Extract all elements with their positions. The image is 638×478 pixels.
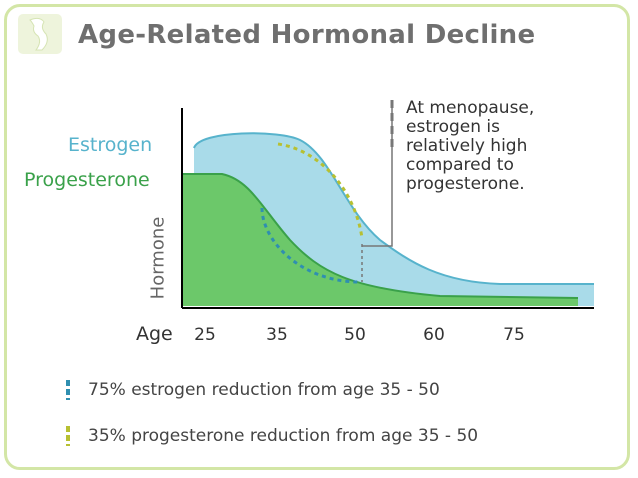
progesterone-area <box>182 174 578 306</box>
progesterone-reduction-marker <box>277 142 364 239</box>
legend-item-estrogen-reduction: 75% estrogen reduction from age 35 - 50 <box>66 380 440 400</box>
legend-item-progesterone-reduction: 35% progesterone reduction from age 35 -… <box>66 426 478 446</box>
estrogen-series-label: Estrogen <box>68 134 153 156</box>
legend-label: 35% progesterone reduction from age 35 -… <box>88 426 479 446</box>
annotation-line: progesterone. <box>406 174 525 194</box>
annotation-line: relatively high <box>406 136 528 156</box>
menopause-annotation: At menopause, estrogen is relatively hig… <box>406 99 606 194</box>
progesterone-reduction-legend-marker <box>66 426 70 446</box>
estrogen-reduction-marker <box>260 207 361 284</box>
estrogen-line <box>193 132 594 285</box>
annotation-line: compared to <box>406 155 514 175</box>
y-axis-label: Hormone <box>147 216 169 300</box>
menopause-connector <box>362 100 393 247</box>
annotation-line: estrogen is <box>406 117 501 137</box>
x-tick-label: 60 <box>423 325 445 345</box>
annotation-line: At menopause, <box>406 98 535 118</box>
progesterone-series-label: Progesterone <box>24 169 150 191</box>
progesterone-line <box>182 173 579 299</box>
silhouette-logo-icon <box>18 14 62 54</box>
estrogen-reduction-legend-marker <box>66 380 70 400</box>
chart-title: Age-Related Hormonal Decline <box>78 20 536 50</box>
x-axis-label: Age <box>136 323 173 345</box>
x-tick-label: 25 <box>194 325 216 345</box>
x-tick-label: 35 <box>266 325 288 345</box>
legend-label: 75% estrogen reduction from age 35 - 50 <box>88 380 440 400</box>
x-tick-label: 75 <box>503 325 525 345</box>
x-tick-label: 50 <box>344 325 366 345</box>
